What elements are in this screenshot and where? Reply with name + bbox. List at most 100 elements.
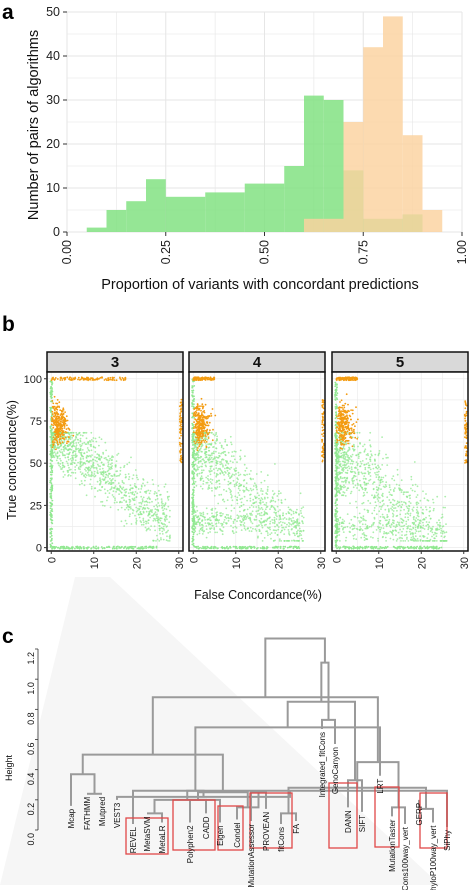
point	[209, 517, 211, 519]
point	[72, 471, 75, 474]
point	[260, 497, 263, 499]
point	[195, 436, 197, 439]
point	[415, 496, 418, 498]
point	[73, 378, 76, 381]
point	[191, 537, 194, 540]
point	[200, 527, 202, 530]
point	[166, 518, 168, 521]
point	[77, 376, 80, 379]
point	[197, 405, 199, 408]
point	[298, 534, 301, 537]
point	[235, 469, 238, 472]
point	[193, 449, 196, 452]
point	[212, 433, 215, 436]
point	[241, 497, 243, 500]
point	[74, 466, 77, 468]
point	[49, 409, 52, 411]
point	[86, 547, 89, 550]
point	[54, 377, 57, 379]
point	[414, 524, 417, 527]
point	[414, 526, 417, 529]
point	[197, 447, 199, 449]
point	[338, 491, 340, 494]
point	[275, 529, 278, 532]
point	[127, 508, 130, 511]
point	[259, 547, 262, 549]
point	[242, 514, 245, 517]
point	[201, 515, 204, 518]
point	[197, 461, 200, 463]
point	[155, 546, 158, 549]
point	[61, 441, 64, 444]
point	[238, 547, 241, 550]
point	[346, 513, 349, 515]
point	[382, 499, 385, 502]
point	[195, 432, 198, 435]
point	[425, 508, 428, 511]
point	[102, 475, 105, 477]
point	[299, 532, 301, 535]
point	[67, 449, 70, 452]
point	[419, 530, 422, 532]
point	[437, 524, 439, 526]
point	[295, 526, 297, 529]
point	[72, 434, 75, 437]
point	[120, 379, 123, 381]
point	[101, 467, 104, 470]
point	[193, 403, 195, 406]
point	[217, 456, 220, 459]
point	[166, 497, 169, 499]
point	[218, 486, 221, 488]
point	[199, 479, 202, 482]
point	[217, 467, 220, 470]
point	[75, 431, 78, 434]
point	[145, 522, 148, 525]
point	[194, 480, 197, 483]
point	[356, 528, 359, 531]
point	[193, 411, 196, 414]
point	[216, 469, 219, 472]
point	[119, 473, 122, 475]
point	[196, 409, 198, 411]
point	[89, 439, 91, 442]
point	[278, 490, 280, 493]
point	[223, 521, 225, 523]
point	[192, 535, 195, 538]
point	[61, 410, 64, 413]
x-tick-label: 10	[89, 557, 101, 569]
point	[374, 460, 376, 462]
point	[103, 547, 106, 550]
point	[233, 518, 236, 521]
point	[213, 528, 216, 531]
point	[214, 434, 216, 437]
point	[139, 511, 142, 514]
point	[137, 478, 139, 481]
point	[111, 494, 114, 496]
point	[348, 522, 351, 525]
point	[57, 423, 60, 426]
point	[196, 439, 199, 441]
point	[349, 458, 351, 461]
point	[179, 415, 181, 418]
point	[353, 533, 356, 536]
point	[322, 401, 325, 404]
point	[124, 508, 126, 511]
point	[209, 458, 212, 461]
point	[233, 450, 236, 453]
point	[49, 471, 52, 474]
point	[266, 546, 269, 549]
point	[243, 527, 246, 530]
histogram-bar-orange	[363, 47, 383, 233]
point	[72, 459, 74, 461]
point	[216, 486, 219, 489]
point	[113, 473, 116, 476]
point	[372, 467, 375, 470]
point	[243, 463, 246, 466]
point	[405, 533, 408, 536]
point	[238, 506, 241, 509]
point	[417, 518, 419, 521]
point	[374, 453, 377, 456]
point	[263, 520, 265, 523]
point	[192, 505, 195, 508]
